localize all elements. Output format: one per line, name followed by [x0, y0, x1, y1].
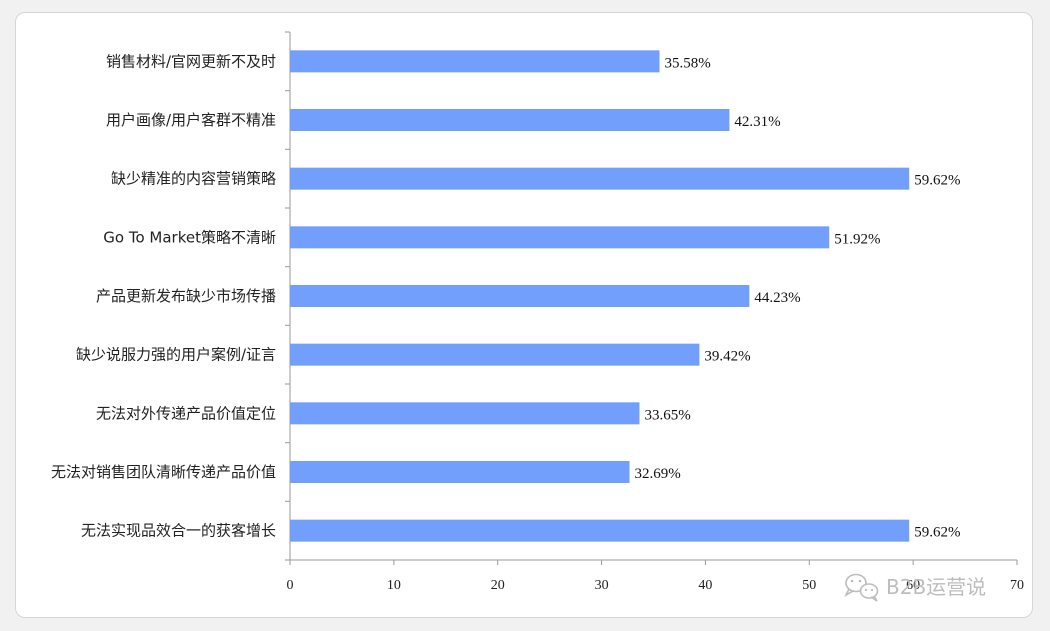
bar [290, 226, 830, 249]
value-label: 42.31% [734, 114, 780, 130]
value-label: 59.62% [914, 173, 960, 189]
x-tick-label: 70 [1010, 578, 1024, 593]
bar [290, 402, 640, 425]
x-tick-label: 10 [387, 578, 401, 593]
chart-ticks: 0 10 20 30 40 50 60 70 [287, 560, 1024, 593]
chart-bars [290, 50, 910, 542]
watermark: B2B运营说 [844, 573, 986, 602]
category-label: 缺少说服力强的用户案例/证言 [76, 346, 276, 364]
bar [290, 167, 910, 190]
category-label: 无法对外传递产品价值定位 [96, 404, 276, 422]
category-label: 销售材料/官网更新不及时 [106, 52, 276, 70]
bar [290, 109, 730, 131]
x-tick-label: 40 [698, 578, 712, 593]
value-label: 39.42% [704, 349, 750, 365]
category-label: 产品更新发布缺少市场传播 [96, 287, 276, 305]
bar [290, 519, 910, 542]
bar [290, 50, 660, 73]
value-label: 59.62% [914, 525, 960, 541]
category-label: 用户画像/用户客群不精准 [106, 111, 276, 129]
x-tick-label: 60 [906, 578, 920, 593]
bar [290, 461, 630, 483]
value-label: 51.92% [834, 231, 880, 247]
x-tick-label: 0 [287, 578, 294, 593]
category-label: 无法实现品效合一的获客增长 [81, 522, 276, 540]
x-tick-label: 20 [491, 578, 505, 593]
x-tick-label: 30 [595, 578, 609, 593]
watermark-text: B2B运营说 [886, 575, 986, 599]
chart-labels: 销售材料/官网更新不及时 35.58% 用户画像/用户客群不精准 42.31% 缺少精准… [51, 52, 960, 540]
category-label: 无法对销售团队清晰传递产品价值 [51, 463, 276, 481]
value-label: 44.23% [754, 290, 800, 306]
category-label: Go To Market策略不清晰 [103, 228, 276, 246]
x-tick-label: 50 [802, 578, 816, 593]
wechat-icon [844, 573, 879, 602]
bar [290, 343, 700, 366]
value-label: 33.65% [644, 407, 690, 423]
bar [290, 285, 750, 307]
value-label: 35.58% [665, 55, 711, 71]
category-label: 缺少精准的内容营销策略 [111, 170, 276, 188]
value-label: 32.69% [635, 466, 681, 482]
